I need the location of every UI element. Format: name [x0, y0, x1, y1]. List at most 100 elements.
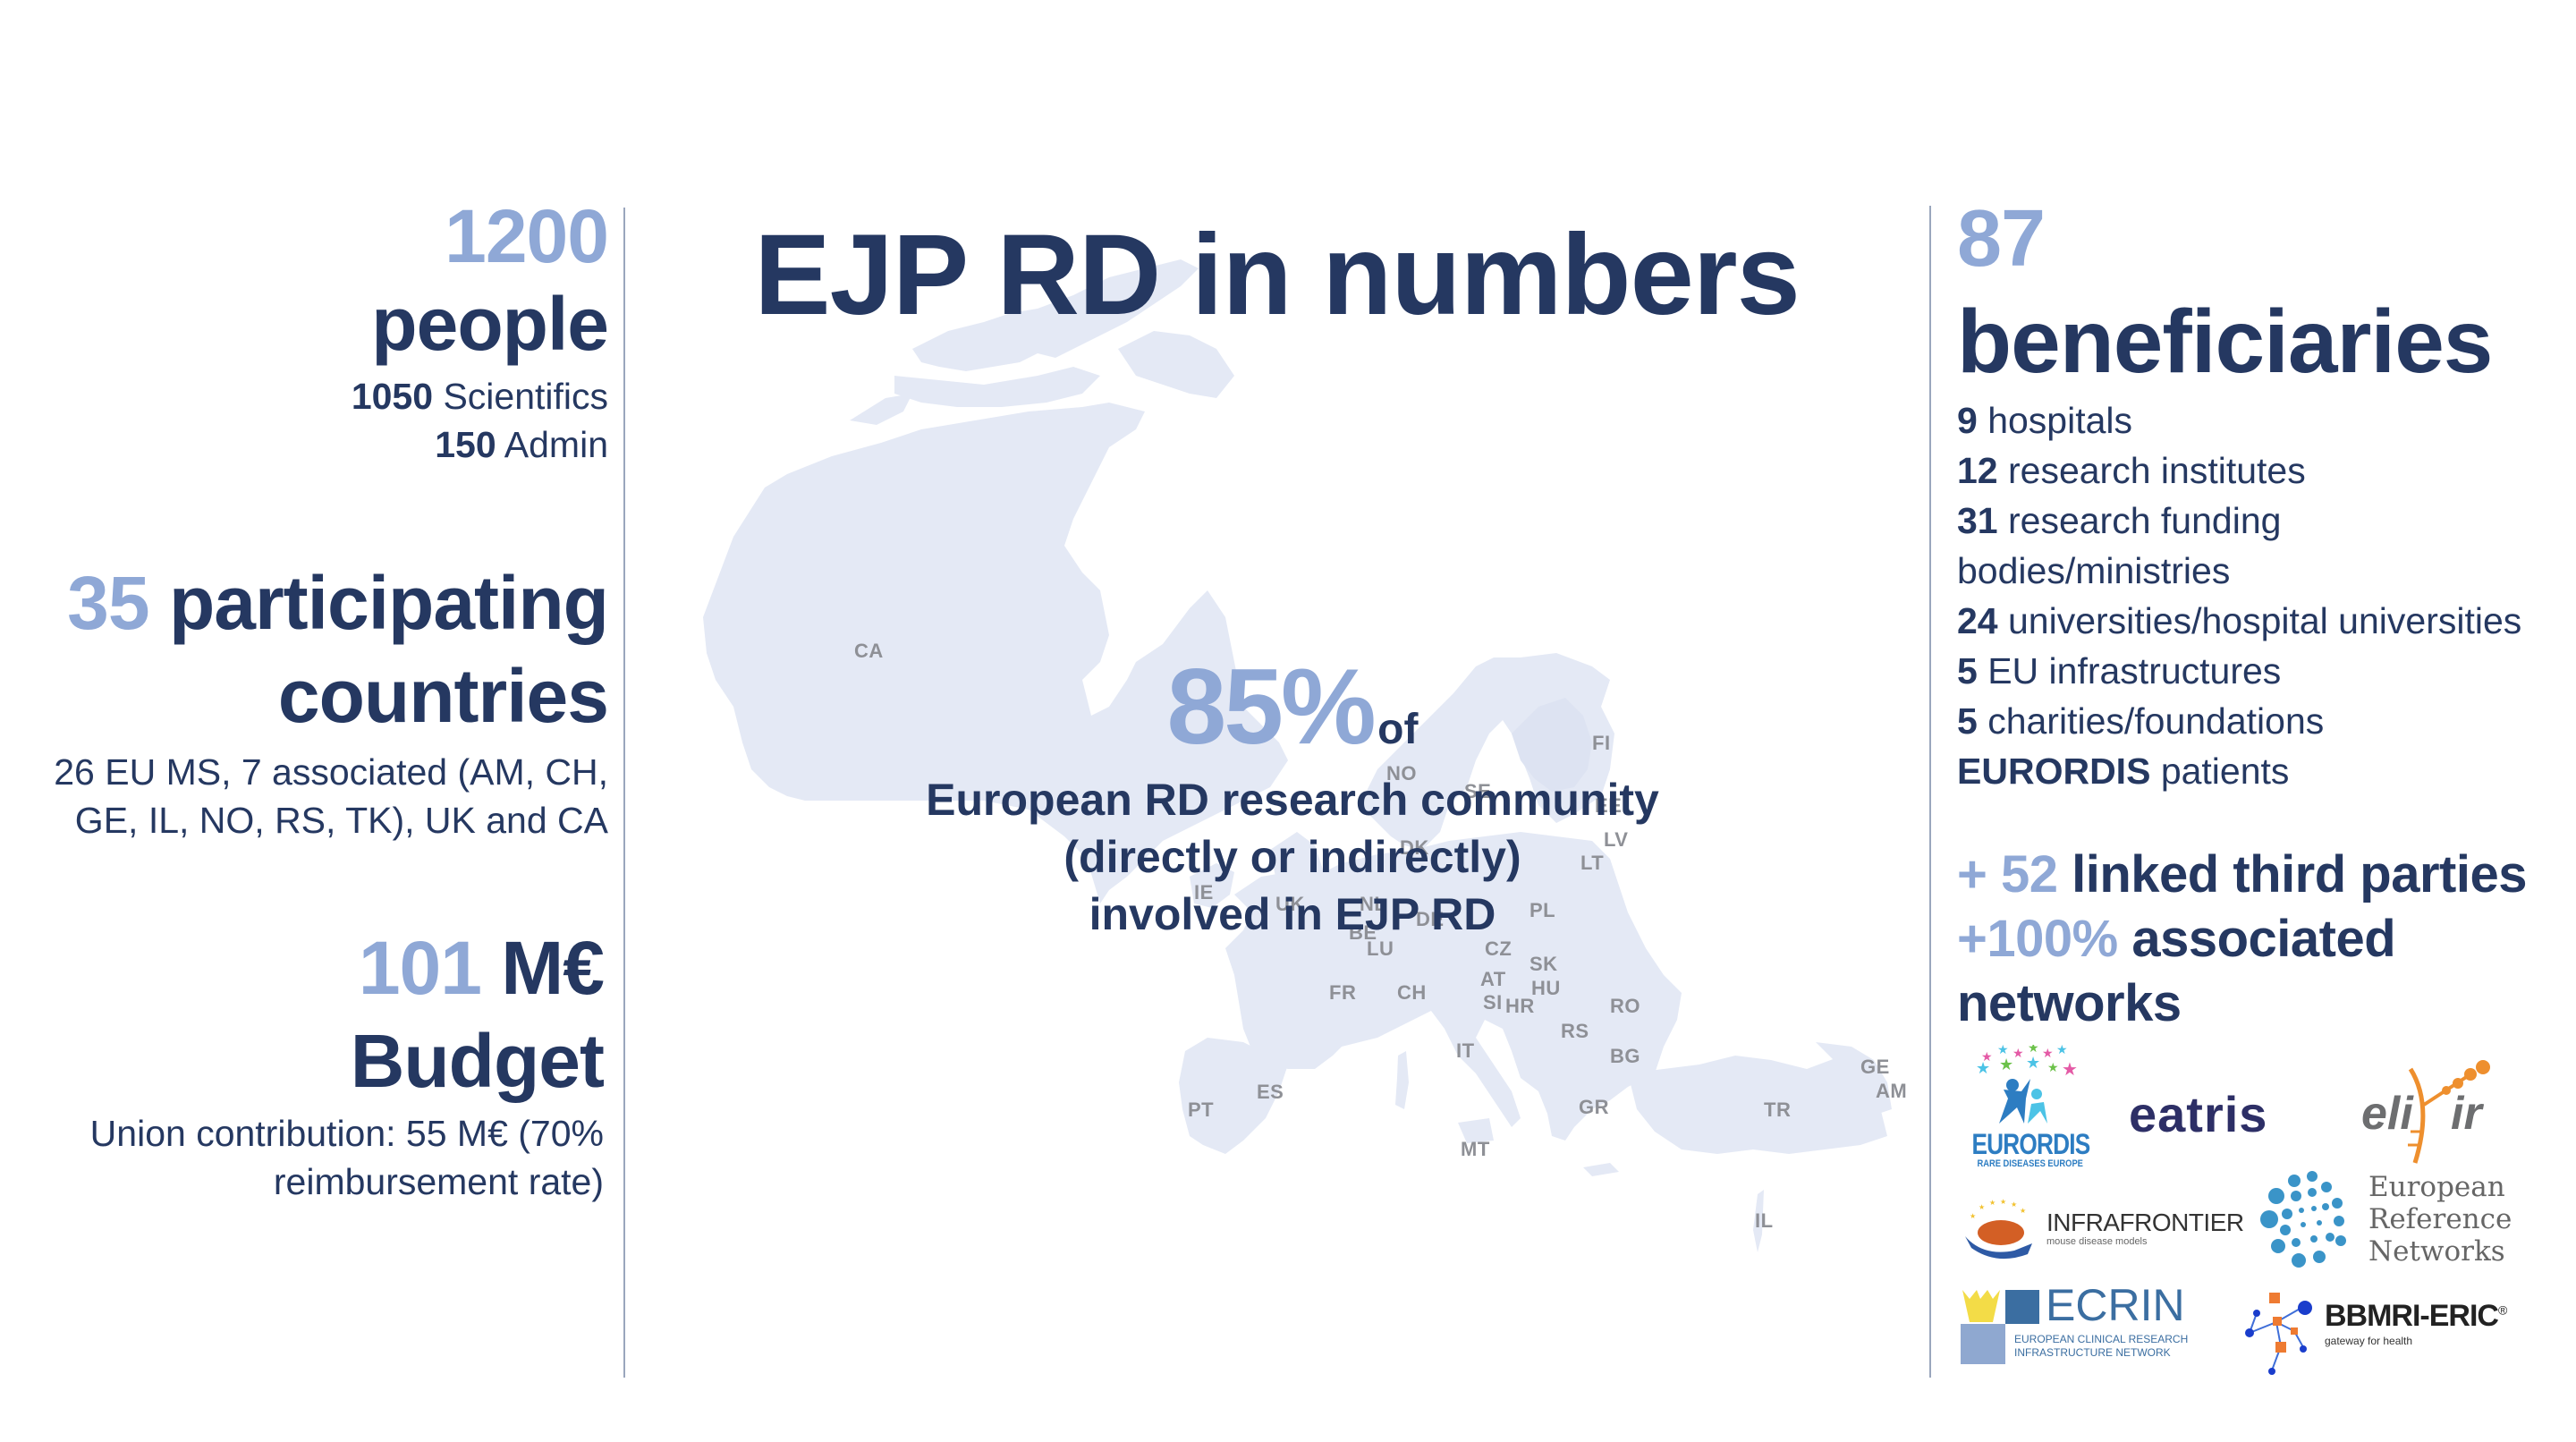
map-label-it: IT [1456, 1039, 1475, 1062]
eurordis-figures-icon: ★ ★ ★ ★ ★ ★ ★ ★ ★ ★ ★ [1976, 1045, 2078, 1124]
map-label-ca: CA [854, 640, 884, 662]
map-label-fr: FR [1329, 981, 1357, 1004]
beneficiary-item: 12 research institutes [1957, 450, 2306, 491]
map-label-lt: LT [1580, 852, 1605, 874]
map-label-bg: BG [1610, 1045, 1640, 1067]
eurordis-logo: ★ ★ ★ ★ ★ ★ ★ ★ ★ ★ ★ EURORDIS RARE DISEASES EU… [1963, 1045, 2097, 1170]
svg-text:★: ★ [1999, 1056, 2013, 1073]
svg-text:★: ★ [2047, 1060, 2059, 1074]
map-label-hr: HR [1505, 995, 1535, 1017]
bbmri-network-icon [2245, 1293, 2312, 1375]
map-label-il: IL [1755, 1209, 1774, 1232]
budget-unit: M€ [480, 926, 605, 1010]
elixir-helix-icon [2408, 1060, 2490, 1164]
budget-stat: 101 M€ Budget Union contribution: 55 M€ … [0, 930, 605, 1206]
countries-detail-line2: GE, IL, NO, RS, TK), UK and CA [74, 800, 608, 841]
eurordis-sub: RARE DISEASES EUROPE [1977, 1158, 2084, 1169]
map-label-si: SI [1483, 991, 1503, 1014]
ern-dots-icon [2260, 1171, 2346, 1268]
left-divider [623, 208, 625, 1378]
beneficiaries-label: beneficiaries [1957, 292, 2493, 392]
map-label-ro: RO [1610, 995, 1640, 1017]
budget-detail-line1: Union contribution: 55 M€ (70% [89, 1113, 604, 1154]
map-label-es: ES [1257, 1081, 1284, 1103]
svg-text:★: ★ [1970, 1212, 1976, 1220]
associated-networks: +100% associated [1957, 910, 2396, 968]
map-canada [703, 403, 1288, 903]
countries-detail-line1: 26 EU MS, 7 associated (AM, CH, [54, 751, 608, 793]
beneficiaries-number: 87 [1957, 194, 2046, 284]
map-label-be: BE [1349, 921, 1377, 944]
map-label-dk: DK [1400, 836, 1429, 859]
map-turkey [1628, 1056, 1887, 1154]
infrafrontier-logo: ★ ★ ★ ★ ★ ★ INFRAFRONTIER mouse disease model… [1961, 1199, 2244, 1261]
map-label-lv: LV [1604, 828, 1629, 851]
infrafrontier-mouse-icon: ★★ ★ ★★★ [1965, 1199, 2032, 1260]
map-continental-europe [1225, 832, 1682, 1141]
map-label-ch: CH [1397, 981, 1427, 1004]
map-label-de: DE [1416, 908, 1445, 930]
svg-text:★: ★ [1979, 1203, 1985, 1211]
map-scandinavia [1360, 653, 1614, 850]
map-label-tr: TR [1764, 1098, 1792, 1121]
community-percent: 85% [1166, 647, 1377, 767]
map-label-pt: PT [1188, 1098, 1215, 1121]
countries-label-line2: countries [277, 654, 609, 738]
svg-text:★: ★ [1989, 1199, 1996, 1207]
map-label-nl: NL [1360, 893, 1387, 915]
svg-text:★: ★ [2062, 1060, 2078, 1080]
budget-label: Budget [350, 1019, 605, 1103]
map-iberia [1179, 1038, 1288, 1154]
countries-number: 35 [67, 561, 149, 645]
people-stat: 1200 people 1050 Scientifics 150 Admin [0, 194, 609, 469]
beneficiary-item: EURORDIS patients [1957, 751, 2290, 792]
community-stat: 85% of European RD research community (d… [832, 653, 1753, 943]
right-divider [1929, 206, 1931, 1378]
svg-text:★: ★ [2028, 1045, 2039, 1055]
map-label-se: SE [1464, 780, 1492, 802]
bbmri-eric-logo: BBMRI-ERIC® gateway for health [2241, 1288, 2507, 1378]
map-label-ee: EE [1595, 794, 1623, 817]
map-uk [1270, 832, 1328, 921]
beneficiary-item: 24 universities/hospital universities [1957, 600, 2522, 641]
map-label-mt: MT [1461, 1138, 1490, 1160]
map-label-am: AM [1876, 1080, 1908, 1102]
map-label-no: NO [1386, 762, 1417, 785]
svg-text:★: ★ [1997, 1045, 2009, 1056]
svg-text:★: ★ [1981, 1049, 1993, 1064]
people-number: 1200 [445, 194, 609, 278]
ecrin-figures-icon [1961, 1290, 2005, 1364]
people-detail-admin: 150 Admin [435, 424, 608, 465]
people-label: people [371, 282, 609, 366]
community-line1: European RD research community [926, 775, 1659, 825]
map-label-rs: RS [1561, 1020, 1589, 1042]
budget-detail-line2: reimbursement rate) [273, 1161, 604, 1202]
budget-number: 101 [358, 926, 482, 1010]
map-label-at: AT [1480, 968, 1506, 990]
beneficiary-item: 5 EU infrastructures [1957, 650, 2282, 691]
elixir-logo: eli ir [2361, 1060, 2531, 1167]
svg-text:★: ★ [2042, 1046, 2054, 1060]
beneficiary-item: bodies/ministries [1957, 550, 2231, 591]
map-label-lu: LU [1367, 937, 1394, 960]
ecrin-logo: ECRIN EUROPEAN CLINICAL RESEARCH INFRAST… [1961, 1283, 2229, 1364]
map-label-cz: CZ [1485, 937, 1513, 960]
svg-text:★: ★ [2020, 1207, 2026, 1215]
countries-stat: 35 participating countries 26 EU MS, 7 a… [0, 565, 609, 844]
countries-label: participating [148, 561, 609, 645]
svg-text:★: ★ [2056, 1045, 2068, 1056]
map-ireland [1190, 863, 1234, 908]
map-israel [1753, 1190, 1764, 1252]
svg-text:★: ★ [2012, 1046, 2024, 1060]
svg-text:★: ★ [2011, 1200, 2017, 1209]
eurordis-name: EURORDIS [1971, 1127, 2090, 1160]
eatris-logo: eatris [2129, 1085, 2268, 1142]
beneficiary-item: 9 hospitals [1957, 400, 2133, 441]
community-line3: involved in EJP RD [1089, 889, 1496, 939]
linked-third-parties: + 52 linked third parties [1957, 845, 2527, 903]
map-label-ge: GE [1860, 1056, 1890, 1078]
map-label-gr: GR [1579, 1096, 1609, 1118]
map-label-fi: FI [1592, 732, 1611, 754]
associated-networks-line2: networks [1957, 974, 2182, 1032]
map-label-pl: PL [1530, 899, 1556, 921]
